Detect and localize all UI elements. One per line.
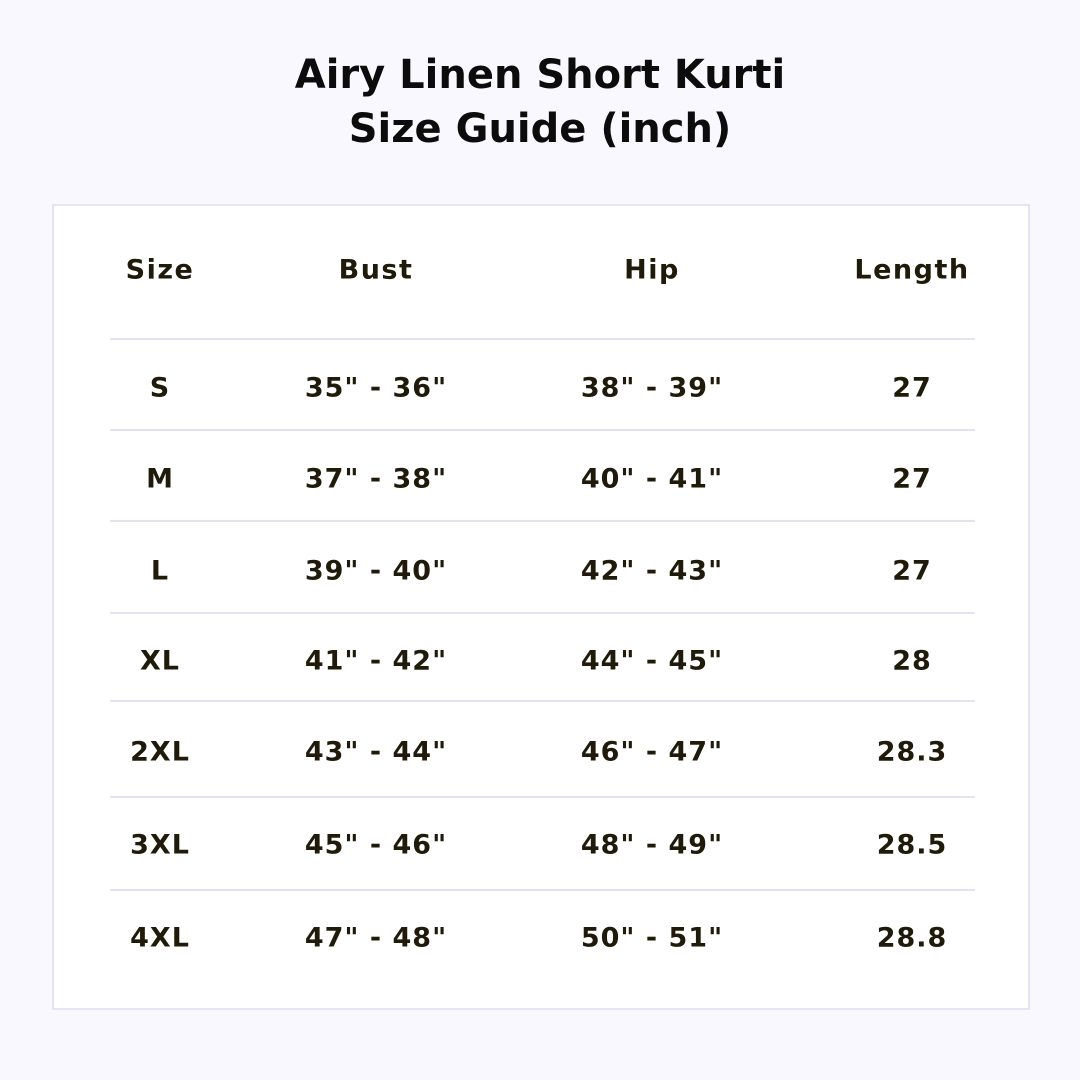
cell-hip: 46" - 47" xyxy=(580,736,724,768)
cell-length: 28.5 xyxy=(876,829,948,861)
cell-bust: 35" - 36" xyxy=(304,372,448,404)
cell-bust: 37" - 38" xyxy=(304,463,448,495)
cell-hip: 44" - 45" xyxy=(580,645,724,677)
cell-size: L xyxy=(150,555,170,587)
cell-bust: 45" - 46" xyxy=(304,829,448,861)
title-line-2: Size Guide (inch) xyxy=(348,106,732,152)
row-divider xyxy=(110,700,975,702)
cell-size: 3XL xyxy=(130,829,190,861)
cell-hip: 50" - 51" xyxy=(580,922,724,954)
cell-length: 28 xyxy=(892,645,932,677)
cell-bust: 47" - 48" xyxy=(304,922,448,954)
cell-size: 4XL xyxy=(130,922,190,954)
cell-length: 27 xyxy=(892,555,932,587)
row-divider xyxy=(110,429,975,431)
cell-length: 27 xyxy=(892,463,932,495)
cell-size: 2XL xyxy=(130,736,190,768)
header-bust: Bust xyxy=(338,254,414,286)
cell-hip: 48" - 49" xyxy=(580,829,724,861)
row-divider xyxy=(110,520,975,522)
cell-length: 28.3 xyxy=(876,736,948,768)
cell-bust: 41" - 42" xyxy=(304,645,448,677)
row-divider xyxy=(110,889,975,891)
row-divider xyxy=(110,612,975,614)
page-title: Airy Linen Short Kurti Size Guide (inch) xyxy=(0,48,1080,156)
cell-length: 27 xyxy=(892,372,932,404)
cell-size: M xyxy=(146,463,174,495)
header-size: Size xyxy=(125,254,195,286)
cell-hip: 40" - 41" xyxy=(580,463,724,495)
cell-size: S xyxy=(149,372,171,404)
title-line-1: Airy Linen Short Kurti xyxy=(294,52,786,98)
cell-bust: 39" - 40" xyxy=(304,555,448,587)
size-table: Size Bust Hip Length S 35" - 36" 38" - 39" 27 M 3… xyxy=(52,204,1030,1010)
cell-length: 28.8 xyxy=(876,922,948,954)
header-hip: Hip xyxy=(624,254,680,286)
row-divider xyxy=(110,338,975,340)
cell-hip: 42" - 43" xyxy=(580,555,724,587)
row-divider xyxy=(110,796,975,798)
cell-bust: 43" - 44" xyxy=(304,736,448,768)
cell-size: XL xyxy=(139,645,181,677)
cell-hip: 38" - 39" xyxy=(580,372,724,404)
header-length: Length xyxy=(854,254,970,286)
